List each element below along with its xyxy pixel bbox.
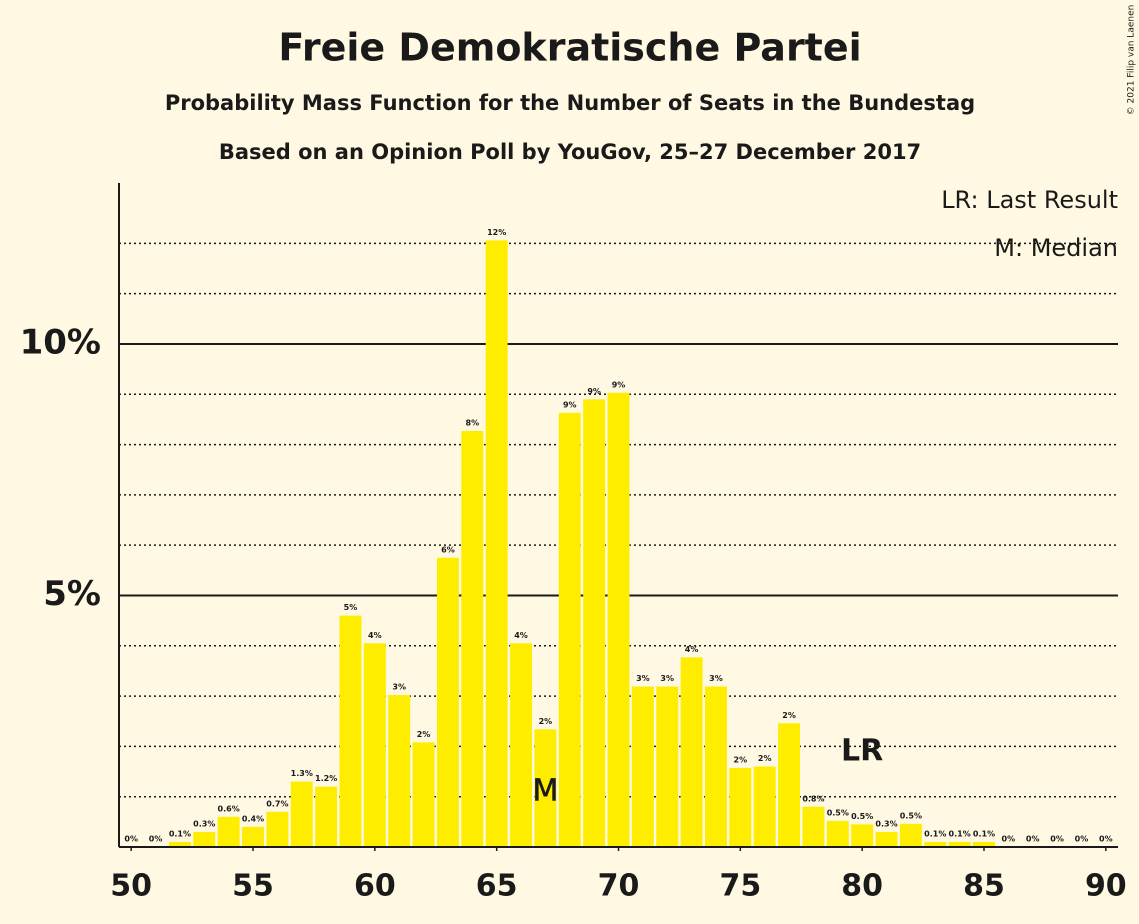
value-label: 3% — [709, 674, 723, 683]
x-tick-label: 50 — [110, 869, 152, 904]
value-label: 9% — [612, 380, 626, 389]
value-label: 8% — [466, 418, 480, 427]
bar — [778, 723, 801, 847]
bar — [534, 729, 557, 847]
value-label: 6% — [441, 545, 455, 554]
value-label: 0.1% — [924, 829, 946, 838]
bar — [193, 831, 216, 847]
value-label: 0% — [1002, 835, 1016, 844]
x-tick-label: 75 — [719, 869, 761, 904]
bar — [217, 816, 240, 847]
value-label: 1.3% — [291, 769, 313, 778]
x-tick-label: 80 — [841, 869, 883, 904]
value-label: 0.1% — [973, 829, 995, 838]
bar — [656, 686, 679, 847]
value-label: 0.4% — [242, 814, 264, 823]
bar — [315, 786, 338, 847]
value-label: 2% — [782, 711, 796, 720]
bar — [168, 841, 191, 847]
x-tick-label: 70 — [598, 869, 640, 904]
x-tick-label: 85 — [963, 869, 1005, 904]
bar — [339, 615, 362, 847]
bar — [973, 841, 995, 847]
value-label: 3% — [636, 674, 650, 683]
bar — [631, 686, 654, 847]
value-label: 9% — [563, 400, 577, 409]
bar — [388, 695, 411, 847]
chart-subtitle: Based on an Opinion Poll by YouGov, 25–2… — [219, 140, 921, 164]
value-label: 12% — [487, 228, 506, 237]
bar — [704, 686, 727, 847]
y-tick-label: 5% — [43, 574, 101, 614]
bar — [363, 643, 386, 847]
value-label: 0.3% — [875, 819, 897, 828]
value-label: 4% — [514, 631, 528, 640]
bar — [802, 806, 825, 847]
chart-title: Freie Demokratische Partei — [278, 26, 861, 70]
value-label: 0% — [149, 835, 163, 844]
value-label: 0% — [1026, 835, 1040, 844]
bar — [266, 811, 289, 847]
bar — [461, 430, 484, 847]
copyright: © 2021 Filip van Laenen — [1127, 5, 1137, 116]
value-label: 4% — [685, 645, 699, 654]
bar — [412, 742, 435, 847]
value-label: 2% — [734, 756, 748, 765]
bar — [680, 657, 703, 847]
value-label: 0.5% — [827, 808, 849, 817]
value-label: 0% — [1075, 835, 1089, 844]
y-tick-label: 10% — [20, 322, 101, 362]
value-label: 0% — [124, 835, 138, 844]
value-label: 2% — [539, 717, 553, 726]
bar — [948, 841, 971, 847]
bar — [290, 781, 313, 847]
median-marker: M — [532, 774, 558, 809]
legend-entry: LR: Last Result — [941, 186, 1118, 214]
last-result-marker: LR — [841, 734, 883, 769]
value-label: 2% — [758, 754, 772, 763]
value-label: 0.6% — [218, 804, 240, 813]
x-tick-label: 55 — [232, 869, 274, 904]
value-label: 0.1% — [169, 829, 191, 838]
bar — [851, 824, 874, 847]
value-label: 0.5% — [900, 811, 922, 820]
value-label: 4% — [368, 631, 382, 640]
value-label: 3% — [660, 674, 674, 683]
value-label: 9% — [587, 387, 601, 396]
x-tick-label: 60 — [354, 869, 396, 904]
bar — [436, 557, 459, 847]
value-label: 3% — [392, 683, 406, 692]
x-tick-label: 90 — [1085, 869, 1127, 904]
value-label: 0.5% — [851, 812, 873, 821]
bar — [753, 766, 776, 847]
value-label: 2% — [417, 730, 431, 739]
bar — [558, 412, 581, 847]
value-label: 5% — [344, 603, 358, 612]
bar — [607, 392, 630, 847]
bar — [242, 826, 264, 847]
bar — [510, 643, 533, 847]
bar — [899, 823, 922, 847]
bar — [729, 768, 752, 847]
value-label: 0% — [1099, 835, 1113, 844]
chart-subtitle: Probability Mass Function for the Number… — [165, 91, 975, 115]
value-label: 0% — [1050, 835, 1064, 844]
bar — [924, 841, 947, 847]
value-label: 0.3% — [193, 819, 215, 828]
bar — [485, 240, 508, 847]
value-label: 0.7% — [266, 799, 288, 808]
value-label: 1.2% — [315, 774, 337, 783]
x-tick-label: 65 — [476, 869, 518, 904]
value-label: 0.8% — [802, 794, 824, 803]
bar — [875, 831, 898, 847]
bar — [826, 820, 849, 847]
legend-entry: M: Median — [994, 234, 1118, 262]
value-label: 0.1% — [949, 829, 971, 838]
bar — [583, 399, 606, 847]
